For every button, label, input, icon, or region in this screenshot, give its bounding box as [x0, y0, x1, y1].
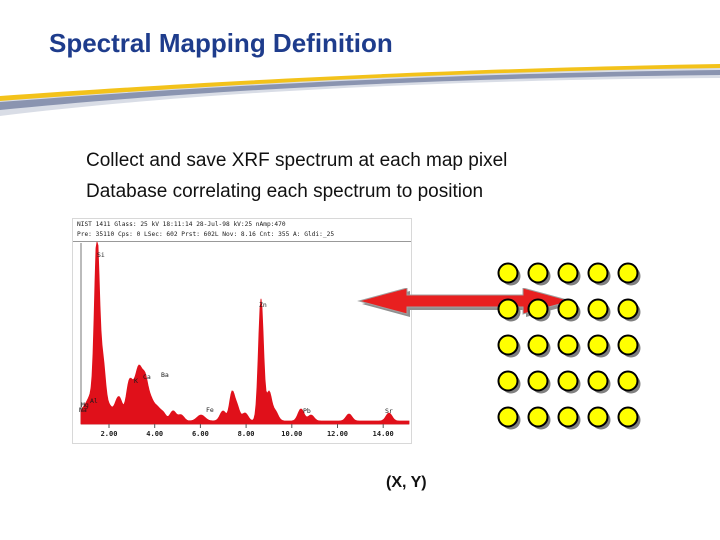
peak-label-mg: Mg — [81, 401, 89, 409]
x-tick-label: 10.00 — [281, 430, 302, 438]
map-pixel-grid — [497, 262, 641, 430]
peak-label-al: Al — [90, 397, 98, 405]
x-tick-label: 8.00 — [238, 430, 255, 438]
map-pixel-dot — [497, 370, 519, 392]
map-pixel-dot — [557, 334, 579, 356]
peak-label-zn: Zn — [259, 301, 267, 309]
map-pixel-dot — [617, 370, 639, 392]
map-pixel-dot — [497, 406, 519, 428]
map-pixel-dot — [617, 262, 639, 284]
map-pixel-dot — [587, 298, 609, 320]
map-pixel-dot — [587, 406, 609, 428]
peak-label-pb: Pb — [303, 407, 311, 415]
map-pixel-dot — [497, 262, 519, 284]
map-pixel-dot — [557, 370, 579, 392]
peak-label-k: K — [134, 377, 138, 385]
map-pixel-dot — [527, 406, 549, 428]
peak-label-ba: Ba — [161, 371, 169, 379]
x-tick-label: 14.00 — [373, 430, 394, 438]
map-pixel-dot — [587, 370, 609, 392]
x-tick-label: 4.00 — [146, 430, 163, 438]
map-pixel-dot — [497, 334, 519, 356]
bullet-list: Collect and save XRF spectrum at each ma… — [86, 145, 507, 207]
peak-label-fe: Fe — [206, 406, 214, 414]
spectrum-header-line-2: Pre: 35110 Cps: 0 LSec: 602 Prst: 602L N… — [77, 231, 335, 238]
x-tick-label: 6.00 — [192, 430, 209, 438]
bullet-item-2: Database correlating each spectrum to po… — [86, 181, 484, 202]
bullet-item-1: Collect and save XRF spectrum at each ma… — [86, 150, 508, 171]
map-pixel-dot — [527, 262, 549, 284]
header-swoosh — [0, 64, 720, 116]
map-pixel-dot — [617, 334, 639, 356]
coordinate-label: (X, Y) — [386, 474, 427, 491]
map-pixel-dot — [587, 334, 609, 356]
map-pixel-dot — [527, 298, 549, 320]
peak-label-ca: Ca — [143, 373, 151, 381]
slide-title: Spectral Mapping Definition — [49, 28, 393, 58]
spectrum-header-line-1: NIST 1411 Glass: 25 kV 18:11:14 28-Jul-9… — [77, 221, 286, 228]
x-tick-label: 2.00 — [101, 430, 118, 438]
peak-label-si: Si — [97, 251, 105, 259]
xrf-spectrum-plot: NIST 1411 Glass: 25 kV 18:11:14 28-Jul-9… — [72, 218, 412, 444]
map-pixel-dot — [557, 406, 579, 428]
peak-label-na: Na — [79, 406, 87, 414]
map-pixel-dot — [527, 370, 549, 392]
x-tick-label: 12.00 — [327, 430, 348, 438]
map-pixel-dot — [557, 298, 579, 320]
map-pixel-dot — [557, 262, 579, 284]
map-pixel-dot — [617, 406, 639, 428]
map-pixel-dot — [617, 298, 639, 320]
spectrum-header: NIST 1411 Glass: 25 kV 18:11:14 28-Jul-9… — [73, 219, 411, 242]
peak-label-sr: Sr — [385, 407, 393, 415]
map-pixel-dot — [587, 262, 609, 284]
map-pixel-dot — [527, 334, 549, 356]
spectrum-trace — [80, 241, 410, 425]
map-pixel-dot — [497, 298, 519, 320]
